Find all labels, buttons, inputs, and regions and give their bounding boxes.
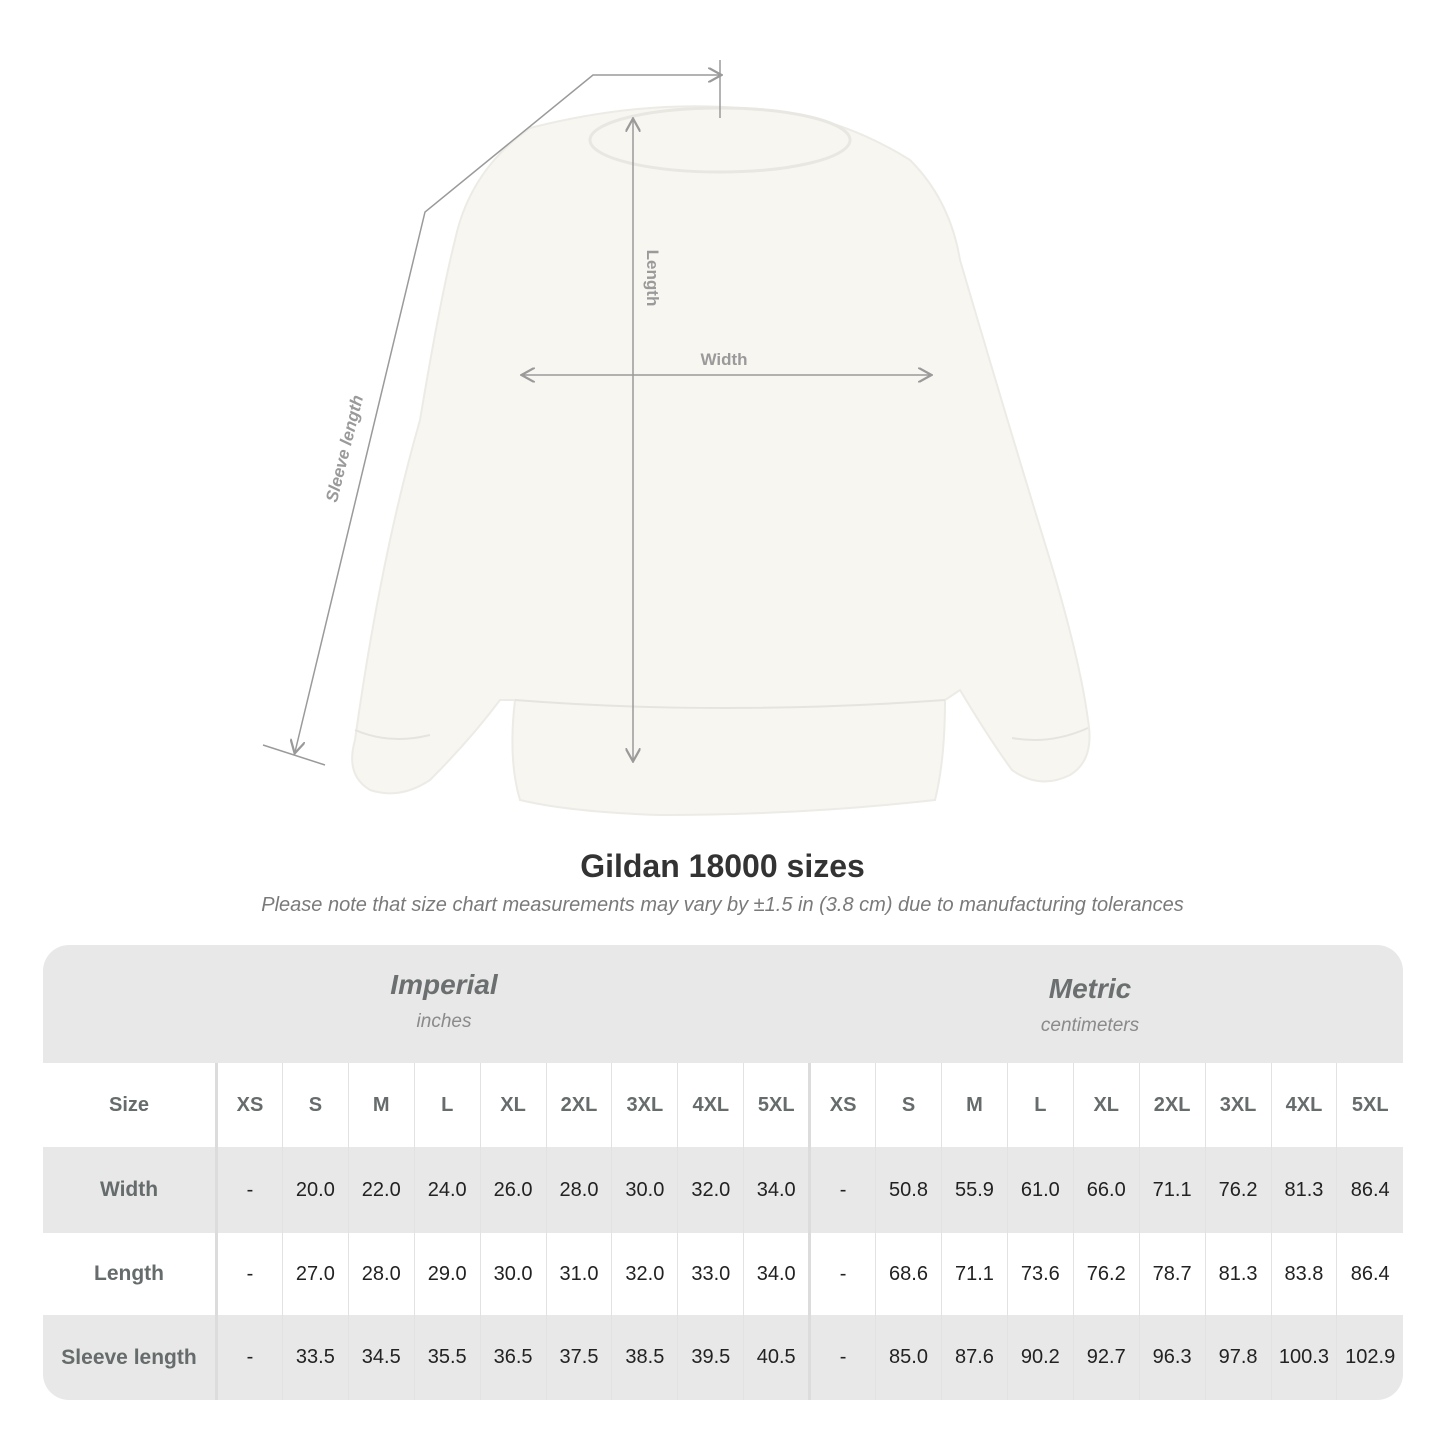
table-row: Sleeve length -33.5 34.5 35.5 36.5 37.5 38.5 39… bbox=[43, 1315, 1403, 1400]
metric-value-cell: 71.1 bbox=[1138, 1147, 1206, 1233]
imperial-size-s: S bbox=[281, 1063, 349, 1147]
imperial-value-cell: 37.5 bbox=[545, 1315, 612, 1400]
metric-value-cell: 68.6 bbox=[875, 1233, 942, 1315]
sleeve-tick-bottom bbox=[262, 744, 326, 766]
unit-header-band bbox=[43, 945, 1403, 1063]
imperial-value-cell: 34.5 bbox=[347, 1315, 415, 1400]
metric-value-cell: 102.9 bbox=[1336, 1315, 1403, 1400]
imperial-header: Imperial inches bbox=[216, 969, 672, 1033]
metric-value-cell: 78.7 bbox=[1138, 1233, 1206, 1315]
imperial-value-cell: 32.0 bbox=[611, 1233, 678, 1315]
metric-value-cell: 76.2 bbox=[1204, 1147, 1271, 1233]
imperial-value-cell: - bbox=[216, 1147, 283, 1233]
imperial-size-2xl: 2XL bbox=[545, 1063, 612, 1147]
row-label: Length bbox=[43, 1233, 218, 1315]
imperial-value-cell: - bbox=[216, 1315, 283, 1400]
imperial-value-cell: 40.5 bbox=[743, 1315, 810, 1400]
imperial-size-xl: XL bbox=[479, 1063, 547, 1147]
metric-value-cell: 85.0 bbox=[875, 1315, 942, 1400]
imperial-size-l: L bbox=[413, 1063, 481, 1147]
metric-size-xs: XS bbox=[808, 1063, 876, 1147]
metric-size-s: S bbox=[875, 1063, 942, 1147]
imperial-value-cell: - bbox=[216, 1233, 283, 1315]
imperial-value-cell: 30.0 bbox=[611, 1147, 678, 1233]
sleeve-length-line bbox=[295, 75, 720, 752]
imperial-value-cell: 30.0 bbox=[479, 1233, 547, 1315]
metric-value-cell: 97.8 bbox=[1204, 1315, 1271, 1400]
metric-value-cell: 76.2 bbox=[1072, 1233, 1140, 1315]
imperial-value-cell: 35.5 bbox=[413, 1315, 481, 1400]
imperial-value-cell: 34.0 bbox=[743, 1147, 810, 1233]
row-label: Sleeve length bbox=[43, 1315, 218, 1400]
table-row: Width -20.0 22.0 24.0 26.0 28.0 30.0 32.0 34.0-5… bbox=[43, 1147, 1403, 1233]
row-label: Width bbox=[43, 1147, 218, 1233]
sweatshirt-diagram: Length Width Sleeve length bbox=[262, 60, 1091, 817]
metric-value-cell: 71.1 bbox=[940, 1233, 1008, 1315]
imperial-value-cell: 28.0 bbox=[545, 1147, 612, 1233]
imperial-size-5xl: 5XL bbox=[743, 1063, 810, 1147]
metric-value-cell: 86.4 bbox=[1336, 1233, 1403, 1315]
metric-size-2xl: 2XL bbox=[1138, 1063, 1206, 1147]
imperial-value-cell: 39.5 bbox=[677, 1315, 744, 1400]
imperial-value-cell: 27.0 bbox=[281, 1233, 349, 1315]
imperial-size-3xl: 3XL bbox=[611, 1063, 678, 1147]
metric-value-cell: 73.6 bbox=[1006, 1233, 1074, 1315]
metric-value-cell: 96.3 bbox=[1138, 1315, 1206, 1400]
metric-size-5xl: 5XL bbox=[1336, 1063, 1403, 1147]
size-grid: Size XS S M L XL 2XL 3XL 4XL 5XL XS S M L XL 2XL 3XL 4XL 5… bbox=[43, 1063, 1403, 1400]
imperial-value-cell: 32.0 bbox=[677, 1147, 744, 1233]
width-label: Width bbox=[700, 350, 747, 369]
metric-value-cell: 86.4 bbox=[1336, 1147, 1403, 1233]
metric-value-cell: 66.0 bbox=[1072, 1147, 1140, 1233]
metric-size-3xl: 3XL bbox=[1204, 1063, 1271, 1147]
imperial-value-cell: 36.5 bbox=[479, 1315, 547, 1400]
sweatshirt-image bbox=[351, 105, 1091, 817]
imperial-value-cell: 22.0 bbox=[347, 1147, 415, 1233]
metric-header: Metric centimeters bbox=[810, 973, 1370, 1037]
imperial-value-cell: 33.0 bbox=[677, 1233, 744, 1315]
size-table: Imperial inches Metric centimeters Size X… bbox=[43, 945, 1403, 1400]
metric-unit: centimeters bbox=[1040, 1015, 1140, 1036]
size-header-row: Size XS S M L XL 2XL 3XL 4XL 5XL XS S M L XL 2XL 3XL 4XL 5… bbox=[43, 1063, 1403, 1147]
imperial-size-m: M bbox=[347, 1063, 415, 1147]
imperial-value-cell: 26.0 bbox=[479, 1147, 547, 1233]
metric-value-cell: 50.8 bbox=[875, 1147, 942, 1233]
metric-value-cell: 55.9 bbox=[940, 1147, 1008, 1233]
metric-value-cell: 92.7 bbox=[1072, 1315, 1140, 1400]
metric-value-cell: 90.2 bbox=[1006, 1315, 1074, 1400]
metric-value-cell: 61.0 bbox=[1006, 1147, 1074, 1233]
metric-title: Metric bbox=[1048, 973, 1132, 1004]
metric-value-cell: - bbox=[808, 1315, 876, 1400]
metric-size-xl: XL bbox=[1072, 1063, 1140, 1147]
table-row: Length -27.0 28.0 29.0 30.0 31.0 32.0 33.0 34.0-… bbox=[43, 1233, 1403, 1315]
size-header-label: Size bbox=[43, 1063, 218, 1147]
imperial-value-cell: 20.0 bbox=[281, 1147, 349, 1233]
imperial-unit: inches bbox=[416, 1011, 472, 1032]
imperial-size-xs: XS bbox=[216, 1063, 283, 1147]
metric-value-cell: - bbox=[808, 1147, 876, 1233]
metric-value-cell: 83.8 bbox=[1270, 1233, 1337, 1315]
imperial-value-cell: 34.0 bbox=[743, 1233, 810, 1315]
imperial-value-cell: 33.5 bbox=[281, 1315, 349, 1400]
imperial-value-cell: 29.0 bbox=[413, 1233, 481, 1315]
metric-value-cell: - bbox=[808, 1233, 876, 1315]
imperial-title: Imperial bbox=[390, 969, 498, 1000]
metric-value-cell: 100.3 bbox=[1270, 1315, 1337, 1400]
chart-title: Gildan 18000 sizes bbox=[580, 848, 865, 884]
metric-size-4xl: 4XL bbox=[1270, 1063, 1337, 1147]
metric-value-cell: 81.3 bbox=[1204, 1233, 1271, 1315]
metric-value-cell: 87.6 bbox=[940, 1315, 1008, 1400]
imperial-value-cell: 28.0 bbox=[347, 1233, 415, 1315]
length-label: Length bbox=[643, 250, 662, 307]
imperial-value-cell: 38.5 bbox=[611, 1315, 678, 1400]
imperial-value-cell: 24.0 bbox=[413, 1147, 481, 1233]
imperial-value-cell: 31.0 bbox=[545, 1233, 612, 1315]
imperial-size-4xl: 4XL bbox=[677, 1063, 744, 1147]
metric-size-m: M bbox=[940, 1063, 1008, 1147]
metric-value-cell: 81.3 bbox=[1270, 1147, 1337, 1233]
sleeve-length-label: Sleeve length bbox=[322, 393, 367, 504]
metric-size-l: L bbox=[1006, 1063, 1074, 1147]
tolerance-note: Please note that size chart measurements… bbox=[261, 894, 1184, 916]
